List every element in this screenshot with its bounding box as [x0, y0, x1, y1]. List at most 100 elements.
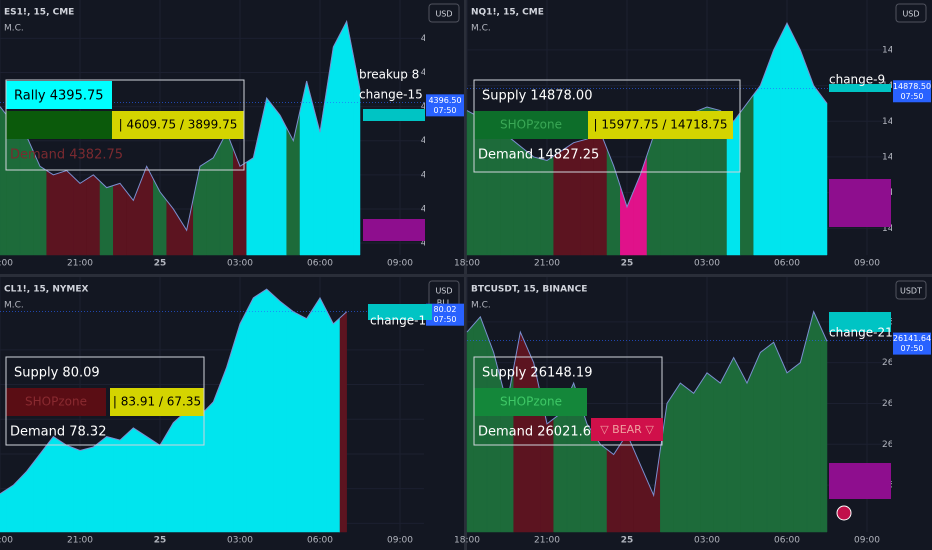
zone-label: SHOPzone	[500, 395, 562, 409]
price-label: 26141.64	[893, 334, 931, 343]
area-slice	[46, 170, 61, 256]
note-label: breakup 8	[359, 68, 419, 82]
zone-row-bg	[6, 111, 112, 139]
zone-label: SHOPzone	[25, 395, 87, 409]
price-line	[466, 22, 828, 209]
indicator-name: M.C.	[471, 301, 491, 311]
price-label: 14878.50	[893, 82, 931, 91]
price-label: 4396.50	[428, 96, 461, 105]
area-slice	[206, 144, 221, 256]
x-tick-label: 03:00	[694, 259, 720, 269]
area-slice	[246, 293, 261, 533]
x-tick-label: 03:00	[694, 536, 720, 546]
area-slice	[806, 67, 821, 256]
divider	[0, 274, 932, 277]
area-slice	[740, 367, 754, 533]
area-slice	[113, 183, 127, 256]
area-slice	[686, 382, 701, 533]
x-tick-label: 06:00	[307, 259, 333, 269]
area-slice	[259, 97, 274, 256]
supply-label: Rally 4395.75	[14, 89, 104, 104]
zone-box	[473, 79, 741, 173]
currency-label: USD	[435, 287, 452, 296]
area-slice	[780, 22, 794, 256]
area-slice	[466, 110, 474, 256]
area-slice	[193, 408, 207, 533]
area-slice	[273, 105, 287, 256]
price-axis	[892, 0, 931, 273]
x-tick-label: 25	[621, 259, 634, 269]
area-slice	[766, 341, 781, 533]
price-line	[0, 288, 348, 495]
area-slice	[753, 67, 768, 256]
currency-box	[895, 3, 927, 23]
range-bg	[588, 111, 733, 139]
area-slice	[820, 93, 828, 256]
symbol-title: CL1!, 15, NYMEX	[4, 285, 88, 295]
indicator-name: M.C.	[471, 24, 491, 34]
range-bg	[112, 111, 244, 139]
range-bg	[110, 388, 204, 416]
area-slice	[820, 326, 828, 533]
x-tick-label: 21:00	[67, 259, 93, 269]
area-slice	[339, 20, 354, 256]
x-tick-label: 09:00	[854, 259, 880, 269]
area-slice	[486, 123, 501, 256]
currency-box	[428, 3, 460, 23]
signal-icon	[836, 505, 852, 521]
area-slice	[766, 36, 781, 256]
signal-bg	[591, 418, 663, 441]
zone-marker	[829, 312, 891, 332]
area-slice	[673, 382, 688, 533]
x-tick-label: 25	[154, 259, 167, 269]
area-slice	[73, 447, 87, 533]
area-slice	[553, 146, 568, 256]
currency-label: USDT	[900, 287, 922, 296]
zone-box	[5, 79, 245, 171]
area-slice	[233, 310, 247, 533]
price-axis	[425, 0, 464, 273]
area-slice	[313, 297, 327, 533]
x-tick-label: 06:00	[774, 259, 800, 269]
zone-marker	[829, 463, 891, 499]
zone-box	[5, 356, 205, 446]
note-label: change-21	[829, 326, 893, 340]
x-tick-label: 21:00	[534, 536, 560, 546]
rally-bg	[6, 81, 112, 109]
x-tick-label: 06:00	[307, 536, 333, 546]
area-slice	[660, 123, 674, 256]
price-axis	[892, 277, 931, 550]
price-badge	[893, 80, 931, 103]
x-tick-label: 06:00	[774, 536, 800, 546]
area-slice	[73, 176, 87, 256]
zone-label: SHOPzone	[500, 118, 562, 132]
area-slice	[113, 433, 127, 533]
area-slice	[139, 431, 154, 533]
chart-panel: 14800.0014820.0014840.0014860.0014880.00…	[454, 0, 931, 273]
price-badge	[893, 332, 931, 355]
area-slice	[753, 346, 768, 533]
x-tick-label: 25	[621, 536, 634, 546]
x-tick-label: 21:00	[534, 259, 560, 269]
demand-label: Demand 4382.75	[10, 148, 123, 163]
area-slice	[553, 398, 568, 533]
price-label: 80.02	[434, 305, 457, 314]
area-slice	[46, 436, 61, 533]
chart-panel: 78.8079.0079.2079.4079.6079.8018:0021:00…	[0, 277, 464, 550]
indicator-name: M.C.	[4, 301, 24, 311]
area-slice	[326, 310, 341, 533]
demand-label: Demand 14827.25	[478, 148, 599, 163]
area-slice	[99, 180, 114, 256]
area-slice	[126, 427, 141, 533]
zone-row-bg	[6, 388, 106, 416]
area-slice	[99, 436, 114, 533]
x-tick-label: 09:00	[387, 536, 413, 546]
area-slice	[179, 410, 194, 533]
chart-panel: 4380.004384.004388.004392.004396.004400.…	[0, 0, 464, 273]
unit-label: BLL	[437, 299, 452, 308]
price-line	[466, 310, 828, 498]
symbol-title: NQ1!, 15, CME	[471, 8, 544, 18]
area-slice	[153, 433, 167, 533]
note-label: change-15	[359, 88, 423, 102]
